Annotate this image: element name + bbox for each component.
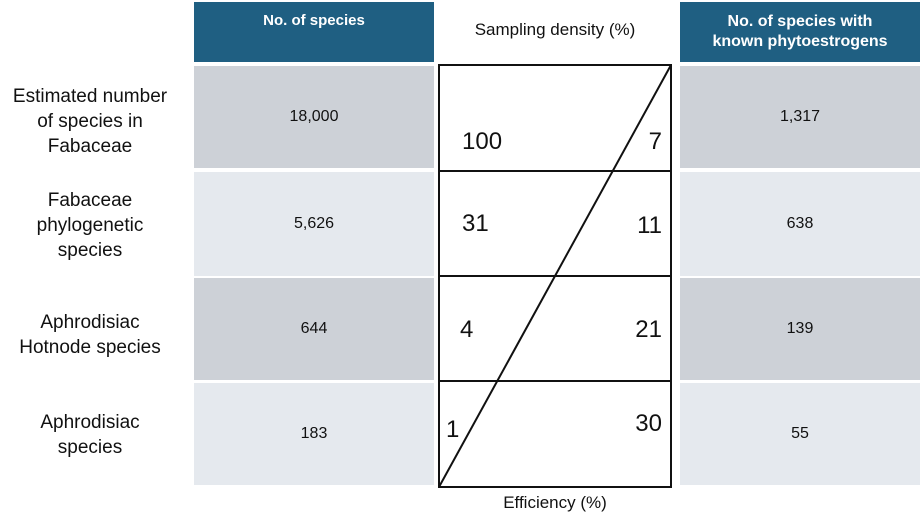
row-label-line: Aphrodisiac	[40, 412, 140, 433]
species-count-cell: 18,000	[194, 66, 434, 168]
species-count-cell: 644	[194, 278, 434, 380]
row-label-aphrodisiac-hotnode: Aphrodisiac Hotnode species	[0, 300, 180, 370]
phytoestrogen-count-cell: 638	[680, 172, 920, 276]
row-label-aphrodisiac-species: Aphrodisiac species	[0, 405, 180, 465]
sampling-density-value: 31	[462, 210, 489, 237]
header-phytoestrogen-line-2: known phytoestrogens	[712, 33, 888, 50]
species-count-cell: 183	[194, 383, 434, 485]
row-label-line: Fabaceae	[47, 189, 133, 211]
row-label-line: Aphrodisiac	[40, 312, 140, 333]
header-no-of-species: No. of species	[194, 2, 434, 62]
row-label-line: of species in	[37, 110, 143, 132]
phytoestrogen-count-cell: 1,317	[680, 66, 920, 168]
row-label-line: Hotnode species	[19, 337, 161, 358]
density-efficiency-grid	[438, 64, 672, 488]
row-label-line: phylogenetic	[36, 214, 144, 236]
phytoestrogen-count-cell: 139	[680, 278, 920, 380]
efficiency-value: 21	[635, 316, 662, 343]
row-label-estimated-fabaceae: Estimated number of species in Fabaceae	[0, 76, 180, 166]
efficiency-value: 30	[635, 410, 662, 437]
efficiency-axis-label: Efficiency (%)	[503, 493, 607, 512]
row-label-line: Fabaceae	[47, 135, 133, 157]
phytoestrogen-count-cell: 55	[680, 383, 920, 485]
row-label-line: species	[57, 437, 123, 458]
species-count-cell: 5,626	[194, 172, 434, 276]
row-label-line: Estimated number	[12, 85, 168, 107]
header-phytoestrogen-species: No. of species with known phytoestrogens	[680, 2, 920, 62]
sampling-density-value: 100	[462, 128, 503, 155]
sampling-density-value: 1	[446, 416, 460, 443]
efficiency-value: 11	[637, 212, 662, 239]
sampling-density-value: 4	[460, 316, 474, 343]
header-sampling-density: Sampling density (%)	[474, 20, 636, 39]
header-phytoestrogen-line-1: No. of species with	[727, 13, 873, 30]
efficiency-value: 7	[648, 128, 662, 155]
row-label-fabaceae-phylogenetic: Fabaceae phylogenetic species	[0, 180, 180, 270]
diagonal-line	[438, 64, 672, 488]
row-label-line: species	[57, 239, 123, 261]
